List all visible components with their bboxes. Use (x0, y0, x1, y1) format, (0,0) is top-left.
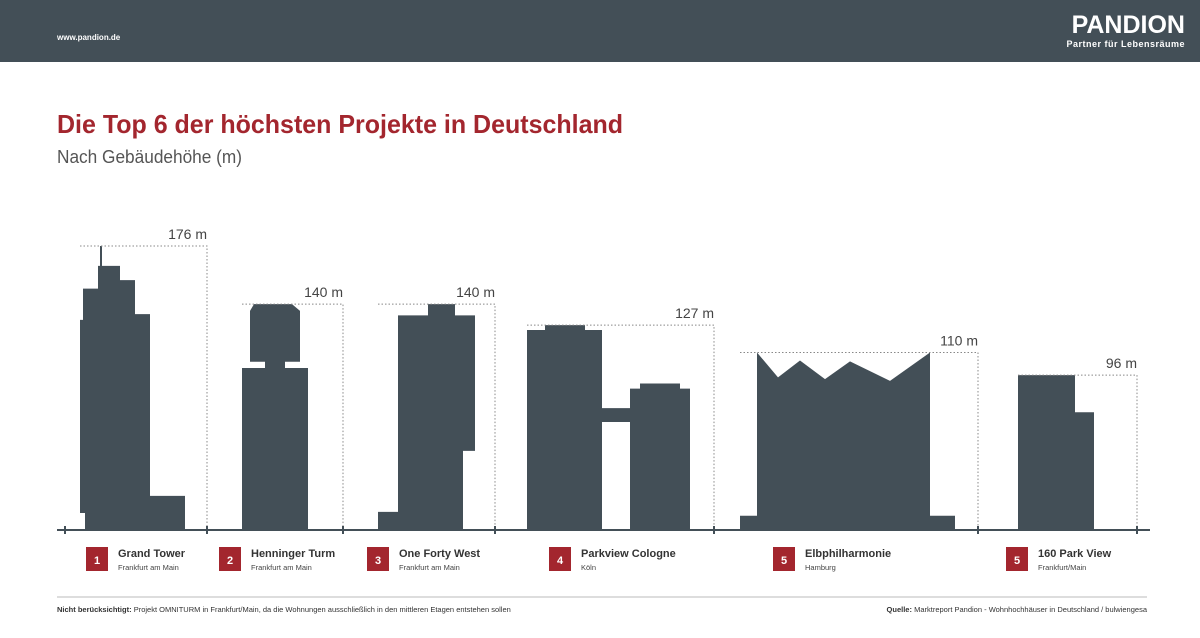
footnote-label: Nicht berücksichtigt: (57, 605, 132, 614)
height-label: 127 m (675, 305, 714, 321)
building-silhouette (740, 352, 955, 530)
height-bracket (527, 324, 715, 530)
logo-tagline: Partner für Lebensräume (1066, 39, 1185, 49)
building-silhouette (378, 304, 475, 530)
building-city: Hamburg (805, 563, 836, 572)
building-city: Frankfurt am Main (118, 563, 179, 572)
rank-number: 4 (557, 555, 564, 567)
building-name: Grand Tower (118, 548, 186, 560)
height-bracket (1018, 374, 1138, 530)
building-name: Parkview Cologne (581, 548, 676, 560)
rank-box (1006, 547, 1028, 571)
rank-box (773, 547, 795, 571)
chart-subtitle: Nach Gebäudehöhe (m) (57, 147, 242, 167)
rank-number: 5 (1014, 555, 1020, 567)
rank-box (86, 547, 108, 571)
source-text: Marktreport Pandion - Wohnhochhäuser in … (914, 605, 1148, 614)
source-label: Quelle: (887, 605, 912, 614)
height-label: 140 m (304, 284, 343, 300)
chart-title: Die Top 6 der höchsten Projekte in Deuts… (57, 109, 623, 139)
footnote: Nicht berücksichtigt: Projekt OMNITURM i… (57, 605, 511, 614)
height-bracket (80, 245, 208, 530)
building-city: Frankfurt/Main (1038, 563, 1086, 572)
footnote-text: Projekt OMNITURM in Frankfurt/Main, da d… (134, 605, 511, 614)
building-silhouette (527, 325, 690, 530)
rank-box (549, 547, 571, 571)
height-label: 110 m (940, 333, 978, 349)
building-name: One Forty West (399, 548, 480, 560)
height-label: 176 m (168, 226, 207, 242)
building-name: Elbphilharmonie (805, 548, 891, 560)
rank-box (367, 547, 389, 571)
rank-box (219, 547, 241, 571)
height-label: 96 m (1106, 355, 1137, 371)
site-url[interactable]: www.pandion.de (56, 33, 121, 42)
source: Quelle: Marktreport Pandion - Wohnhochhä… (887, 605, 1148, 614)
building-name: 160 Park View (1038, 548, 1112, 560)
building-city: Frankfurt am Main (399, 563, 460, 572)
header-bar (0, 0, 1200, 62)
height-bracket (378, 303, 496, 530)
building-silhouette (1018, 375, 1094, 530)
rank-number: 5 (781, 555, 787, 567)
building-city: Köln (581, 563, 596, 572)
building-silhouette (242, 304, 308, 530)
height-bracket (740, 352, 979, 530)
rank-number: 2 (227, 555, 233, 567)
building-name: Henninger Turm (251, 548, 335, 560)
rank-number: 3 (375, 555, 381, 567)
rank-number: 1 (94, 555, 100, 567)
logo: PANDION (1072, 11, 1185, 39)
height-label: 140 m (456, 284, 495, 300)
building-city: Frankfurt am Main (251, 563, 312, 572)
building-silhouette (80, 246, 185, 530)
